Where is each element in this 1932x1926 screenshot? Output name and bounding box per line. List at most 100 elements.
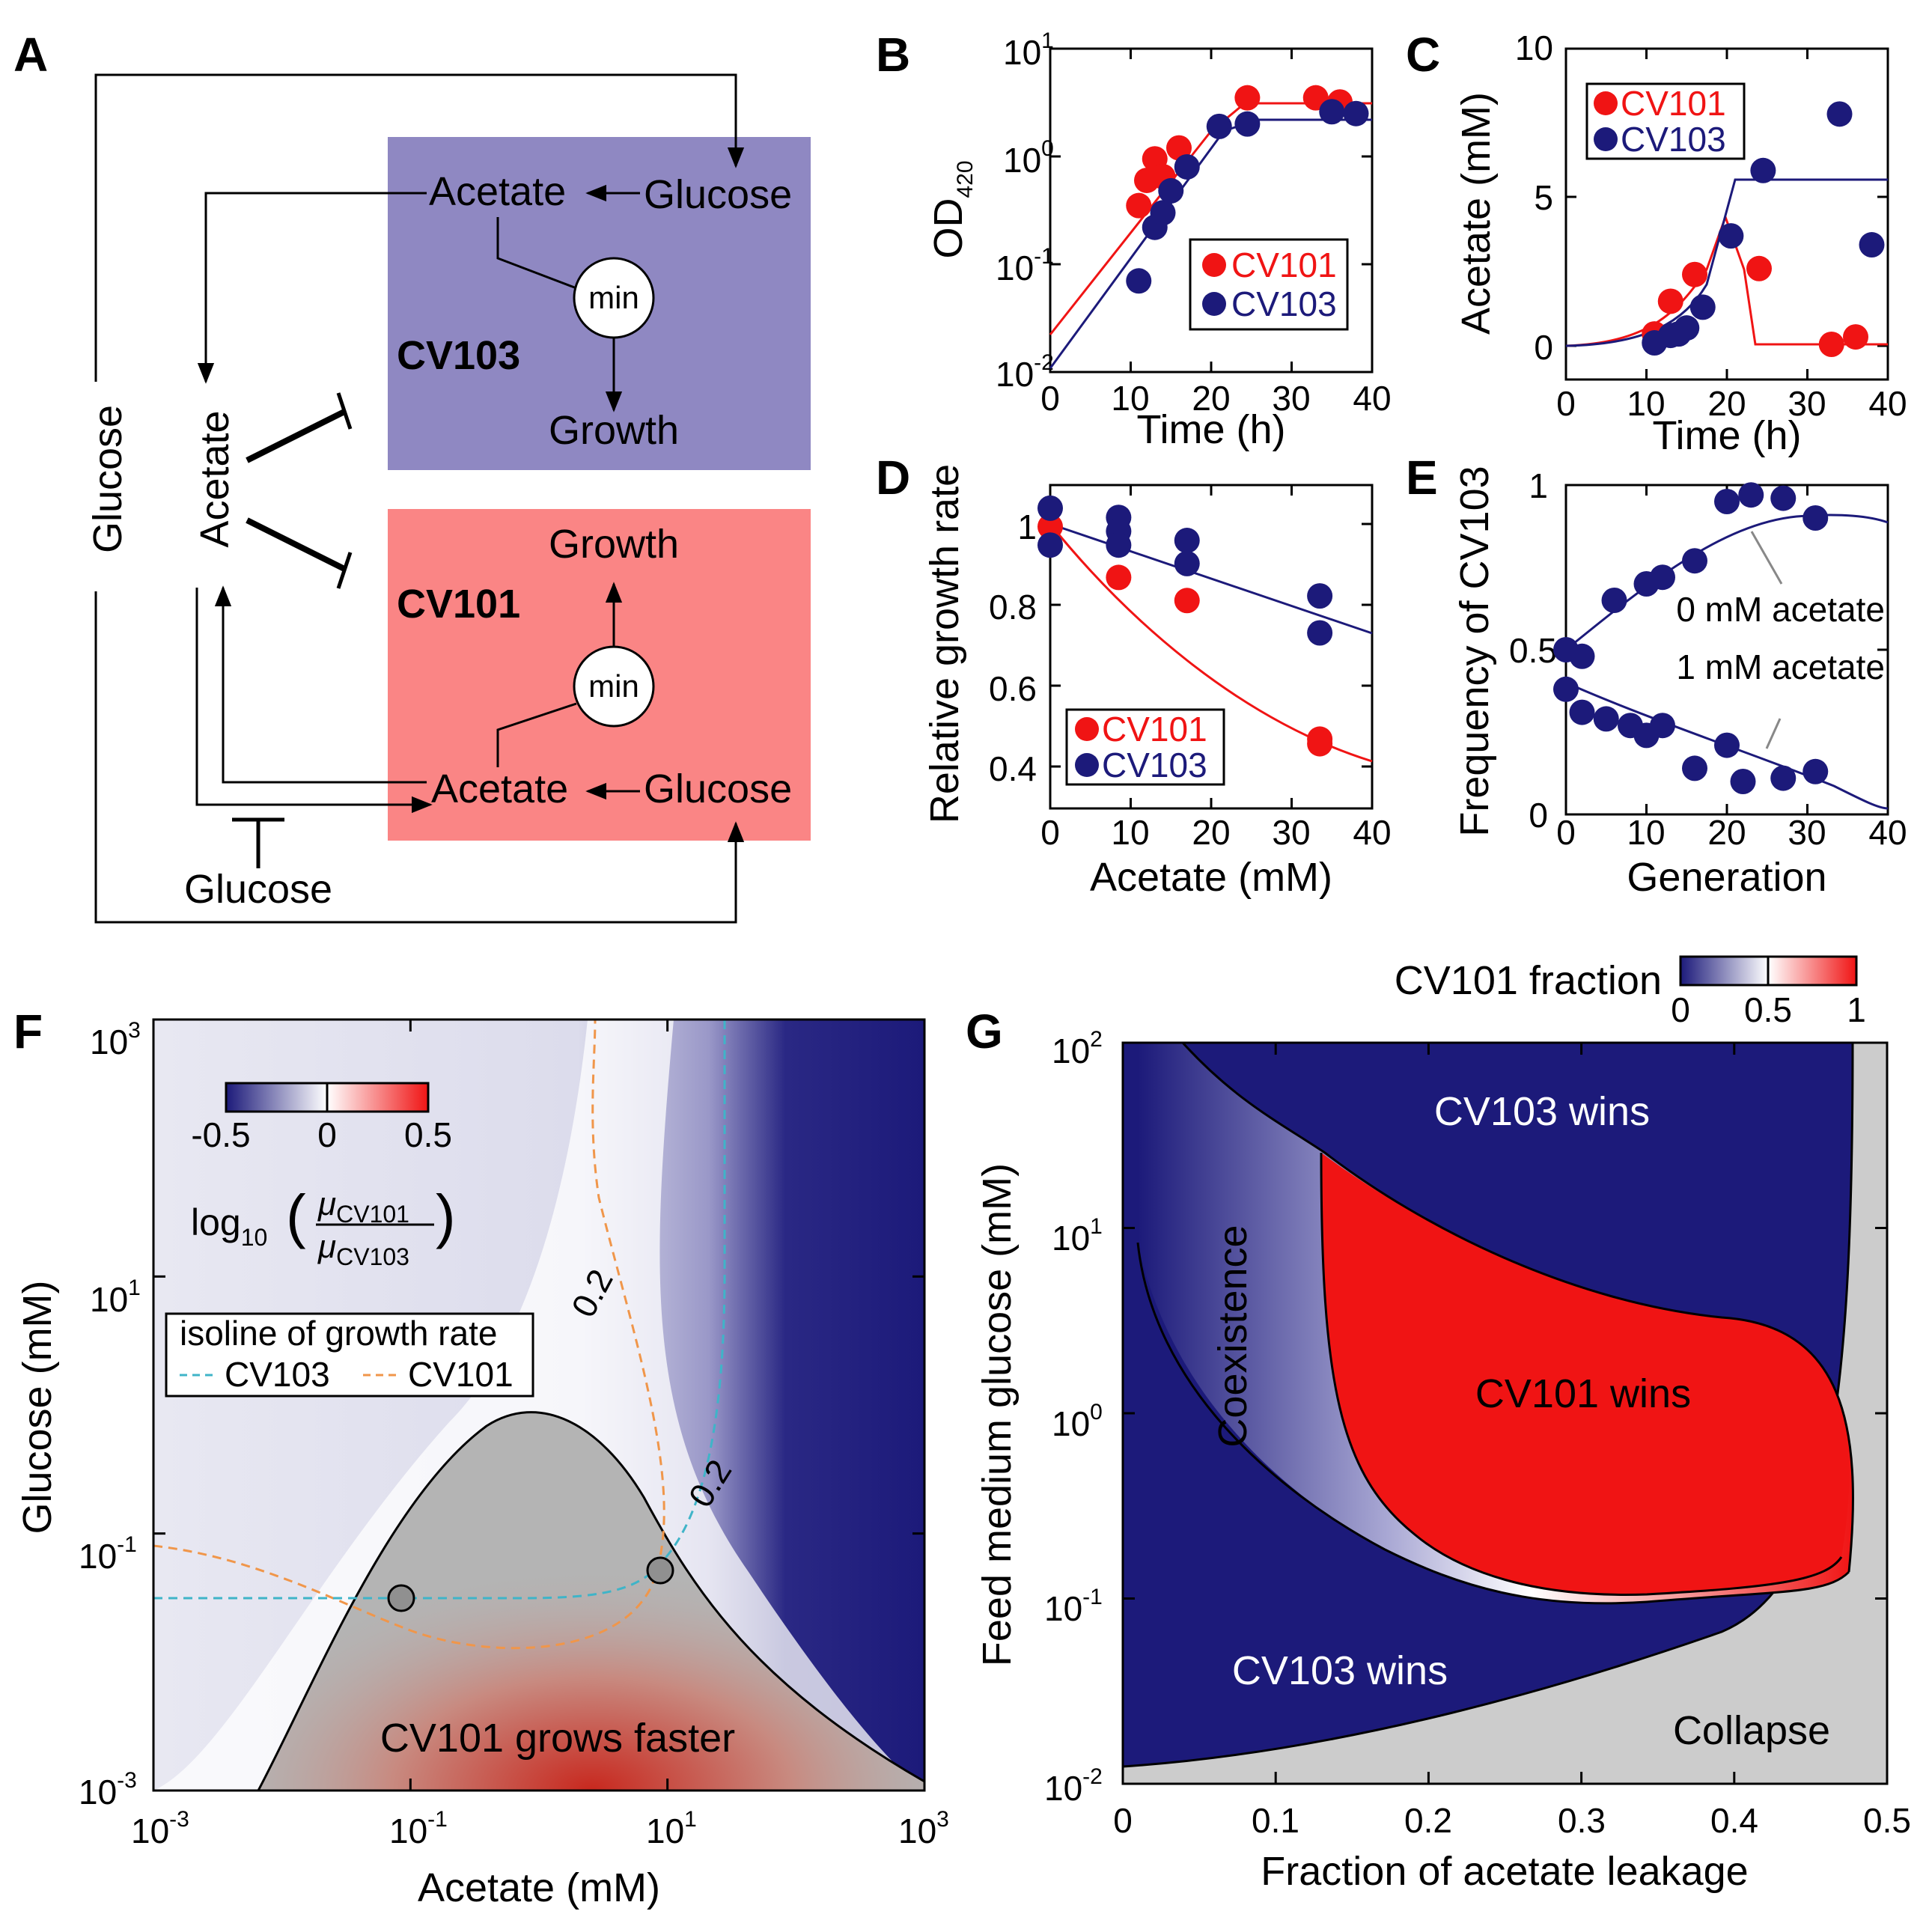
g-cv101-wins-region	[1321, 1153, 1850, 1595]
e-xtick: 0	[1556, 813, 1576, 852]
b-legend-cv101: CV101	[1231, 246, 1337, 284]
data-point-e-1-7	[1714, 732, 1740, 758]
panel-a: A Acetate Glucose CV103 Growth min Growt…	[13, 28, 811, 924]
f-crossing-point-1	[387, 1584, 415, 1612]
f-iso-cv101	[153, 1020, 665, 1650]
panel-letter-c: C	[1406, 28, 1440, 82]
b-ytick-2: 100	[1003, 136, 1054, 180]
panel-letter-b: B	[876, 28, 910, 82]
b-ytick-1: 101	[1003, 28, 1054, 72]
g-xtick: 0.4	[1710, 1801, 1758, 1840]
data-point-b-1-8	[1343, 100, 1369, 127]
g-xlabel: Fraction of acetate leakage	[1261, 1849, 1748, 1894]
cv101-glucose-label: Glucose	[644, 767, 792, 811]
data-point-b-1-7	[1319, 99, 1345, 125]
data-point-d-1-8	[1307, 620, 1333, 646]
f-formula-paren: (	[286, 1183, 306, 1249]
g-xtick: 0.3	[1558, 1801, 1606, 1840]
f-ytick: 10-3	[79, 1768, 137, 1811]
data-point-b-0-5	[1234, 85, 1261, 111]
cv101-strain-label: CV101	[397, 582, 520, 627]
data-point-d-1-1	[1037, 532, 1063, 558]
f-xlabel: Acetate (mM)	[418, 1865, 660, 1910]
b-ytick-3: 10-1	[996, 244, 1054, 287]
g-xtick: 0.2	[1404, 1801, 1452, 1840]
c-xtick: 20	[1707, 384, 1746, 423]
f-region-label: CV101 grows faster	[380, 1716, 735, 1761]
f-formula-paren-close: )	[436, 1183, 456, 1249]
e-ylabel: Frequency of CV103	[1452, 466, 1497, 836]
data-point-c-1-6	[1750, 157, 1776, 183]
data-point-c-0-2	[1682, 261, 1707, 287]
e-xtick: 20	[1707, 813, 1746, 852]
b-xlabel: Time (h)	[1137, 407, 1286, 452]
data-point-e-0-5	[1682, 548, 1707, 574]
d-xtick: 10	[1111, 813, 1149, 852]
d-ylabel: Relative growth rate	[922, 464, 967, 823]
data-point-b-0-4	[1166, 135, 1192, 161]
e-xtick: 30	[1788, 813, 1826, 852]
panel-a-connectors	[94, 73, 745, 924]
c-xtick: 30	[1788, 384, 1826, 423]
f-xtick: 10-1	[389, 1807, 448, 1850]
panel-c: C 10 5 0 0 10 20 30 40 Time (h) Acetate …	[1406, 28, 1907, 458]
data-point-e-0-1	[1569, 643, 1595, 669]
e-fit-0mM	[1565, 514, 1889, 651]
c-legend-cv101: CV101	[1621, 84, 1726, 123]
b-legend-cv103: CV103	[1231, 284, 1337, 323]
data-point-e-0-9	[1803, 505, 1829, 531]
b-xtick: 10	[1111, 379, 1149, 418]
e-annotation-1mM: 1 mM acetate	[1676, 647, 1885, 686]
data-point-e-1-8	[1730, 769, 1756, 794]
g-label-cv103-top: CV103 wins	[1434, 1089, 1650, 1134]
panel-f: F 0.2 0.2 CV101 grows faster -0.5 0 0.5 …	[13, 1005, 949, 1910]
g-collapse-region	[1123, 1043, 1887, 1784]
f-ytick: 103	[90, 1018, 141, 1061]
c-xlabel: Time (h)	[1653, 413, 1802, 458]
bottom-glucose-label: Glucose	[184, 867, 332, 912]
c-points	[1642, 101, 1885, 358]
data-point-e-0-2	[1601, 588, 1627, 613]
d-fit-cv103	[1049, 522, 1373, 635]
b-xtick: 20	[1192, 379, 1230, 418]
g-ytick: 101	[1052, 1214, 1103, 1258]
data-point-b-1-6	[1234, 111, 1261, 137]
e-annotation-line-1	[1765, 718, 1782, 749]
c-ylabel: Acetate (mM)	[1454, 92, 1499, 335]
b-ytick-4: 10-2	[996, 350, 1054, 394]
cv103-acetate-label: Acetate	[429, 169, 566, 214]
d-legend-cv103-marker	[1075, 753, 1099, 777]
data-point-e-1-5	[1650, 713, 1675, 739]
data-point-e-1-10	[1803, 758, 1829, 784]
d-legend-cv103: CV103	[1102, 746, 1207, 784]
e-ytick: 0.5	[1509, 631, 1557, 670]
e-xtick: 40	[1868, 813, 1907, 852]
cv103-min-label: min	[588, 280, 639, 315]
f-colorbar-formula: log10 ( μCV101 μCV103 )	[191, 1183, 456, 1270]
e-annotation-0mM: 0 mM acetate	[1676, 590, 1885, 629]
panel-f-ticks	[152, 1018, 926, 1792]
panel-b-ticks	[1049, 47, 1374, 374]
f-formula-log: log10	[191, 1201, 267, 1251]
g-cbar-tick: 0.5	[1744, 990, 1792, 1029]
c-ytick: 0	[1534, 328, 1553, 367]
data-point-e-1-6	[1682, 755, 1707, 781]
b-xtick: 30	[1272, 379, 1310, 418]
g-ytick: 10-2	[1044, 1764, 1103, 1808]
panel-e-ticks	[1564, 484, 1889, 816]
f-xtick: 101	[646, 1807, 697, 1850]
panel-c-ticks	[1564, 47, 1889, 380]
d-xtick: 0	[1040, 813, 1060, 852]
data-point-e-1-2	[1593, 706, 1619, 732]
d-ytick: 0.6	[989, 669, 1037, 708]
g-cbar-tick: 0	[1671, 990, 1690, 1029]
b-xtick: 0	[1040, 379, 1060, 418]
g-label-cv103-bottom: CV103 wins	[1232, 1648, 1448, 1693]
data-point-d-1-6	[1174, 550, 1200, 576]
f-legend-title: isoline of growth rate	[180, 1314, 497, 1353]
data-point-b-1-3	[1158, 177, 1184, 204]
b-xtick: 40	[1353, 379, 1391, 418]
e-xtick: 10	[1627, 813, 1665, 852]
c-legend-cv101-marker	[1594, 91, 1618, 115]
side-acetate-label: Acetate	[192, 410, 237, 547]
